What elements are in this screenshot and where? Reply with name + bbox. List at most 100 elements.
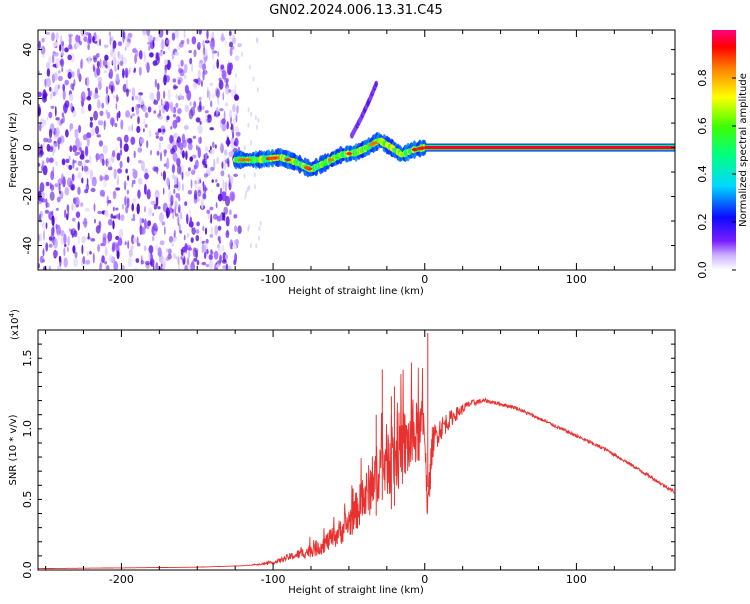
- noise-blob: [232, 244, 237, 250]
- noise-blob: [98, 220, 101, 227]
- noise-blob: [197, 186, 202, 197]
- y-tick-label: 1.5: [21, 349, 34, 367]
- noise-blob: [41, 160, 45, 167]
- noise-blob: [247, 122, 250, 128]
- noise-blob: [248, 185, 250, 191]
- noise-blob: [114, 67, 117, 72]
- noise-blob: [83, 165, 89, 172]
- noise-blob: [171, 164, 175, 174]
- noise-blob: [106, 195, 109, 207]
- noise-blob: [112, 150, 116, 158]
- noise-blob: [74, 128, 79, 139]
- noise-blob: [139, 98, 145, 106]
- noise-blob: [55, 127, 60, 138]
- noise-blob: [158, 105, 162, 109]
- noise-blob: [182, 183, 184, 192]
- noise-blob: [75, 43, 80, 47]
- noise-blob: [171, 242, 174, 247]
- noise-blob: [207, 114, 212, 119]
- noise-blob: [48, 128, 53, 139]
- noise-blob: [209, 206, 214, 211]
- noise-blob: [179, 69, 185, 77]
- noise-blob: [132, 213, 136, 219]
- noise-blob: [97, 244, 100, 253]
- noise-blob: [173, 85, 179, 89]
- noise-blob: [180, 248, 184, 256]
- noise-blob: [163, 226, 166, 235]
- noise-blob: [138, 50, 143, 60]
- noise-blob: [195, 229, 200, 234]
- noise-blob: [64, 100, 70, 108]
- noise-blob: [119, 160, 123, 169]
- x-tick-label: -100: [261, 273, 286, 286]
- noise-blob: [220, 142, 223, 149]
- noise-blob: [75, 167, 79, 171]
- noise-blob: [131, 124, 133, 132]
- noise-blob: [221, 161, 224, 169]
- noise-blob: [101, 158, 105, 166]
- noise-blob: [100, 243, 104, 247]
- noise-blob: [225, 86, 230, 95]
- noise-blob: [193, 49, 197, 58]
- noise-blob: [60, 118, 64, 125]
- noise-blob: [225, 263, 229, 270]
- noise-blob: [55, 57, 60, 69]
- noise-blob: [225, 216, 230, 227]
- noise-blob: [174, 51, 180, 57]
- noise-blob: [52, 224, 55, 233]
- noise-blob: [163, 149, 167, 157]
- noise-blob: [176, 136, 181, 145]
- noise-blob: [171, 32, 176, 41]
- noise-blob: [102, 144, 108, 154]
- noise-blob: [154, 244, 159, 251]
- noise-blob: [235, 115, 238, 123]
- noise-blob: [99, 262, 102, 270]
- noise-blob: [69, 93, 74, 102]
- noise-blob: [105, 64, 108, 69]
- noise-blob: [201, 158, 207, 166]
- noise-blob: [42, 53, 46, 59]
- noise-blob: [205, 167, 211, 175]
- noise-blob: [118, 212, 121, 221]
- noise-blob: [93, 40, 98, 44]
- noise-blob: [61, 112, 64, 118]
- noise-blob: [115, 146, 118, 152]
- noise-blob: [206, 209, 211, 214]
- x-tick-label: 100: [566, 573, 587, 586]
- noise-blob: [48, 111, 53, 119]
- noise-blob: [153, 230, 157, 235]
- noise-blob: [169, 207, 174, 214]
- noise-blob: [65, 129, 69, 138]
- noise-blob: [72, 145, 78, 153]
- y-tick-label: 1.0: [21, 420, 34, 438]
- noise-blob: [225, 254, 229, 260]
- noise-blob: [88, 55, 91, 63]
- noise-blob: [233, 214, 238, 219]
- noise-blob: [234, 252, 238, 263]
- noise-blob: [219, 108, 224, 112]
- noise-blob: [87, 103, 92, 112]
- noise-blob: [150, 149, 152, 156]
- noise-blob: [106, 161, 112, 168]
- noise-blob: [179, 230, 182, 234]
- noise-blob: [57, 70, 61, 74]
- noise-blob: [110, 213, 114, 219]
- noise-blob: [106, 111, 111, 119]
- noise-blob: [143, 128, 145, 133]
- noise-blob: [146, 140, 149, 149]
- noise-blob: [132, 48, 137, 54]
- noise-blob: [223, 206, 228, 215]
- x-tick-label: 0: [421, 273, 428, 286]
- noise-blob: [230, 138, 235, 150]
- noise-blob: [99, 38, 102, 47]
- noise-blob: [135, 50, 139, 57]
- noise-blob: [110, 36, 114, 42]
- snr-y-axis-label: SNR (10 * v/v): [8, 414, 19, 485]
- x-tick-label: -100: [261, 573, 286, 586]
- noise-blob: [224, 102, 229, 107]
- noise-blob: [236, 105, 239, 114]
- noise-blob: [216, 156, 220, 165]
- noise-blob: [201, 198, 204, 210]
- noise-blob: [68, 35, 72, 46]
- noise-blob: [190, 237, 194, 244]
